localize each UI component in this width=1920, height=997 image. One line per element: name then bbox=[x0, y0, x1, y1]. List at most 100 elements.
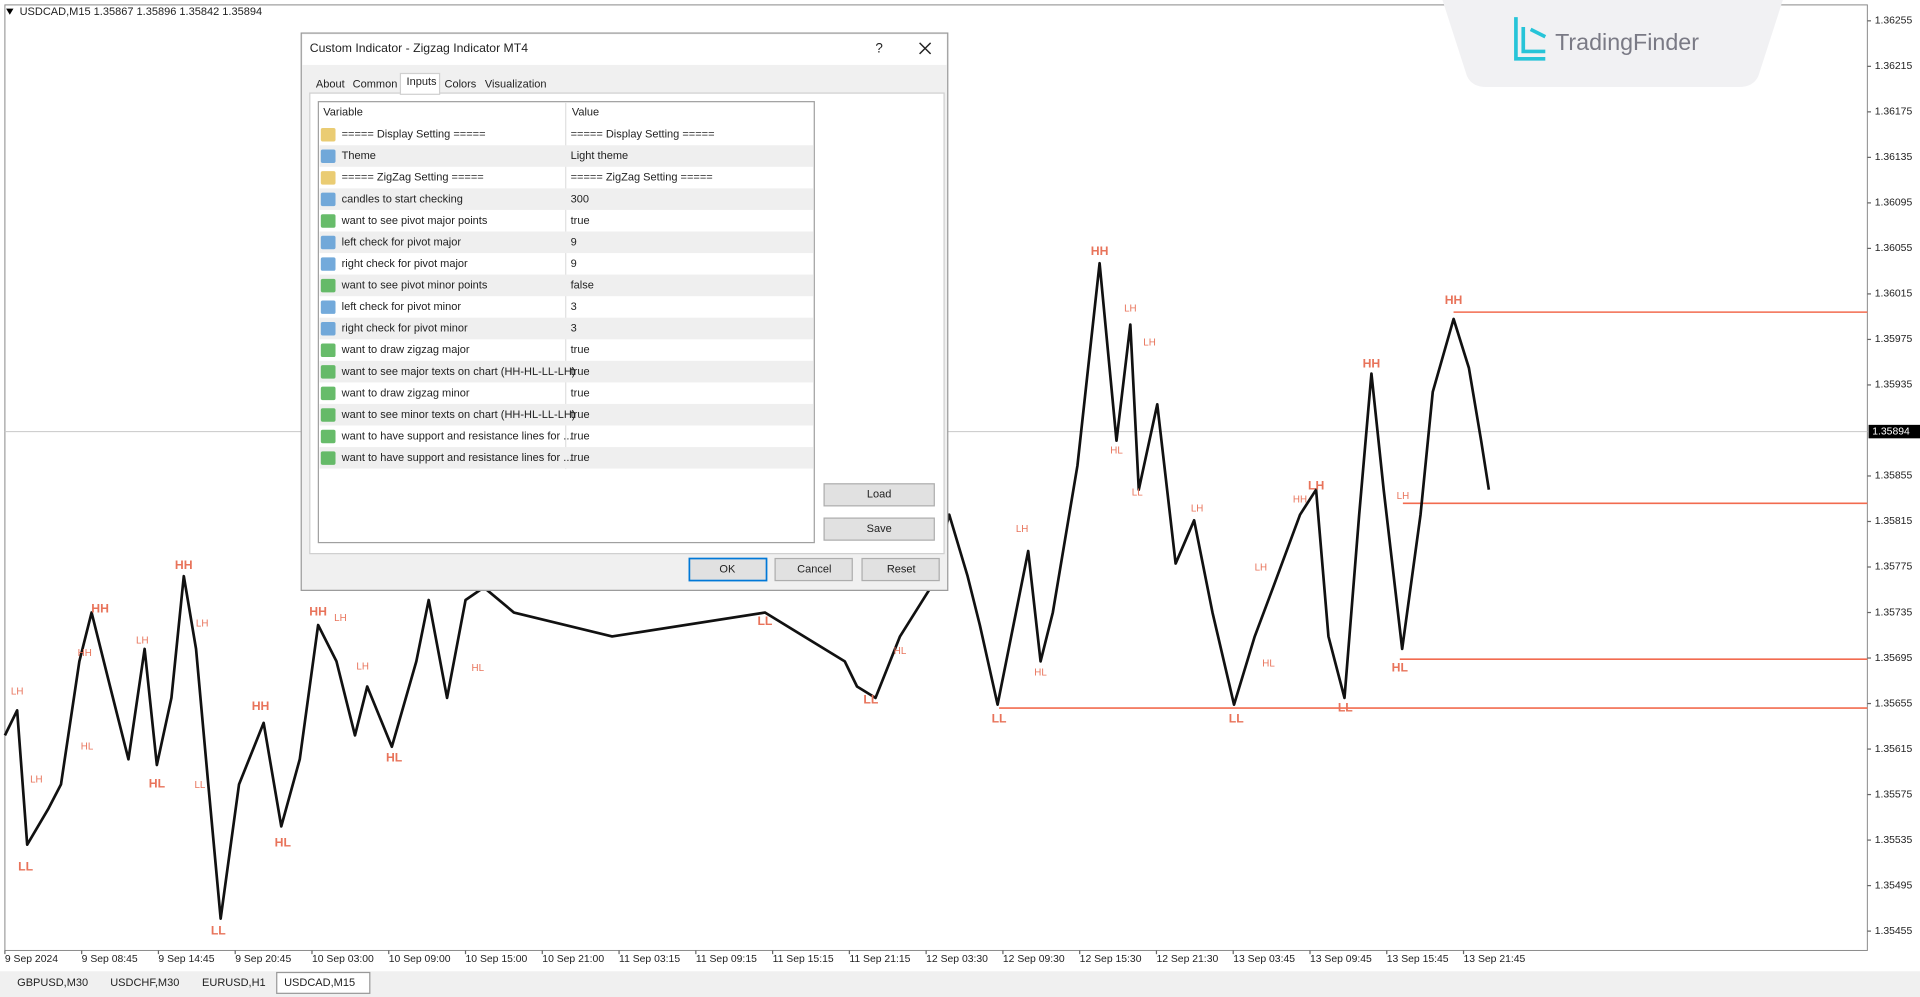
variable-value[interactable]: 3 bbox=[571, 323, 577, 335]
variable-name: want to see pivot minor points bbox=[341, 280, 488, 292]
row-icon bbox=[320, 429, 336, 444]
y-tick-label: 1.35975 bbox=[1875, 334, 1913, 345]
pivot-label: HH bbox=[1445, 293, 1463, 307]
x-tick-label: 10 Sep 03:00 bbox=[312, 954, 374, 965]
y-tick-label: 1.36055 bbox=[1875, 243, 1913, 254]
variable-value[interactable]: true bbox=[571, 452, 590, 464]
tab-selected[interactable] bbox=[399, 72, 441, 95]
tab-selected[interactable] bbox=[276, 971, 371, 994]
y-tick-label: 1.36175 bbox=[1875, 107, 1913, 118]
y-tick-label: 1.36095 bbox=[1875, 198, 1913, 209]
y-tick-label: 1.35535 bbox=[1875, 835, 1913, 846]
variable-value[interactable]: true bbox=[571, 409, 590, 421]
x-tick-label: 9 Sep 14:45 bbox=[158, 954, 214, 965]
button-box[interactable] bbox=[688, 557, 768, 582]
reset-button[interactable]: Reset bbox=[861, 557, 940, 582]
row-icon bbox=[320, 451, 336, 465]
y-tick-label: 1.35455 bbox=[1875, 926, 1913, 937]
variable-value[interactable]: true bbox=[571, 366, 590, 378]
variable-value[interactable]: 300 bbox=[571, 193, 589, 205]
variable-value[interactable]: true bbox=[571, 387, 590, 399]
row-icon bbox=[320, 300, 336, 314]
menu-arrow[interactable] bbox=[6, 8, 14, 15]
close-button[interactable] bbox=[919, 42, 932, 55]
button-label[interactable]: Load bbox=[867, 489, 892, 501]
variable-value[interactable]: Light theme bbox=[571, 150, 629, 162]
dialog-tab[interactable]: Inputs bbox=[407, 76, 437, 88]
x-tick-label: 10 Sep 09:00 bbox=[389, 954, 451, 965]
pivot-label: HH bbox=[1293, 494, 1307, 505]
chart-tab[interactable]: EURUSD,H1 bbox=[202, 977, 266, 989]
pivot-label: LH bbox=[356, 662, 369, 673]
variable-name: want to see major texts on chart (HH-HL-… bbox=[341, 366, 576, 378]
y-tick-label: 1.35735 bbox=[1875, 607, 1913, 618]
button-box[interactable] bbox=[823, 517, 935, 541]
y-tick-label: 1.36215 bbox=[1875, 61, 1913, 72]
button-label[interactable]: Save bbox=[867, 523, 892, 535]
variable-value[interactable]: false bbox=[571, 280, 594, 292]
pivot-label: HL bbox=[81, 741, 94, 752]
y-tick-label: 1.35815 bbox=[1875, 516, 1913, 527]
ok-button[interactable]: OK bbox=[688, 557, 768, 582]
variable-name: want to draw zigzag minor bbox=[341, 387, 470, 399]
row-icon bbox=[320, 149, 336, 164]
logo: TradingFinder bbox=[1442, 0, 1783, 87]
dialog-tab[interactable]: Common bbox=[353, 78, 398, 90]
x-tick-label: 10 Sep 21:00 bbox=[542, 954, 604, 965]
x-tick-label: 12 Sep 03:30 bbox=[926, 954, 988, 965]
button-box[interactable] bbox=[861, 557, 940, 582]
variable-name: right check for pivot minor bbox=[342, 323, 468, 335]
x-tick-label: 13 Sep 03:45 bbox=[1233, 954, 1295, 965]
row-bg bbox=[319, 317, 814, 340]
row-bg bbox=[319, 188, 814, 210]
x-tick-label: 12 Sep 15:30 bbox=[1080, 954, 1142, 965]
pivot-label: HH bbox=[78, 648, 92, 659]
load-button[interactable]: Load bbox=[823, 483, 935, 507]
dialog-tab[interactable]: Visualization bbox=[485, 78, 547, 90]
variable-value[interactable]: true bbox=[571, 430, 590, 442]
row-icon bbox=[320, 322, 336, 336]
variable-name: want to draw zigzag major bbox=[341, 344, 470, 356]
pivot-label: LL bbox=[211, 923, 226, 937]
variable-value[interactable]: 9 bbox=[571, 236, 577, 248]
pivot-label: LH bbox=[30, 774, 43, 785]
chart-tab[interactable]: GBPUSD,M30 bbox=[17, 977, 88, 989]
plot: 1.36255 1.36215 1.36175 1.36135 1.36095 1.360… bbox=[3, 16, 1920, 965]
logo-icon bbox=[1514, 17, 1547, 61]
button-label[interactable]: OK bbox=[719, 563, 736, 575]
button-label[interactable]: Reset bbox=[887, 563, 916, 575]
variable-value[interactable]: true bbox=[571, 344, 590, 356]
button-label[interactable]: Cancel bbox=[797, 563, 831, 575]
variable-name: Theme bbox=[342, 150, 376, 162]
variable-value[interactable]: true bbox=[571, 215, 590, 227]
column-header: Value bbox=[572, 107, 599, 119]
chart-tab[interactable]: USDCHF,M30 bbox=[110, 977, 179, 989]
row-bg bbox=[319, 145, 814, 167]
row-icon bbox=[320, 278, 336, 293]
save-button[interactable]: Save bbox=[823, 517, 935, 541]
y-tick-label: 1.35855 bbox=[1875, 471, 1913, 482]
variable-value[interactable]: ===== Display Setting ===== bbox=[571, 129, 715, 141]
row-icon bbox=[320, 386, 336, 401]
x-tick-label: 11 Sep 03:15 bbox=[619, 954, 680, 965]
button-box[interactable] bbox=[823, 483, 935, 507]
chart-tab[interactable]: USDCAD,M15 bbox=[284, 977, 355, 989]
y-tick-label: 1.35495 bbox=[1875, 880, 1913, 891]
row-bg bbox=[319, 403, 814, 426]
variable-value[interactable]: 9 bbox=[571, 258, 577, 270]
cancel-button[interactable]: Cancel bbox=[774, 557, 853, 582]
button-box[interactable] bbox=[774, 557, 853, 582]
dialog-tab[interactable]: Colors bbox=[444, 78, 476, 90]
pivot-label: HL bbox=[275, 836, 292, 850]
variable-value[interactable]: 3 bbox=[571, 301, 577, 313]
row-bg bbox=[319, 447, 814, 469]
x-tick-label: 11 Sep 15:15 bbox=[773, 954, 834, 965]
variable-value[interactable]: ===== ZigZag Setting ===== bbox=[571, 172, 713, 184]
y-tick-label: 1.35775 bbox=[1875, 562, 1913, 573]
pivot-label: LH bbox=[1016, 524, 1029, 535]
logo-backdrop bbox=[1442, 0, 1783, 87]
help-button[interactable]: ? bbox=[875, 41, 882, 56]
y-tick-label: 1.35655 bbox=[1875, 698, 1913, 709]
row-icon bbox=[320, 408, 336, 422]
dialog-tab[interactable]: About bbox=[316, 78, 345, 90]
